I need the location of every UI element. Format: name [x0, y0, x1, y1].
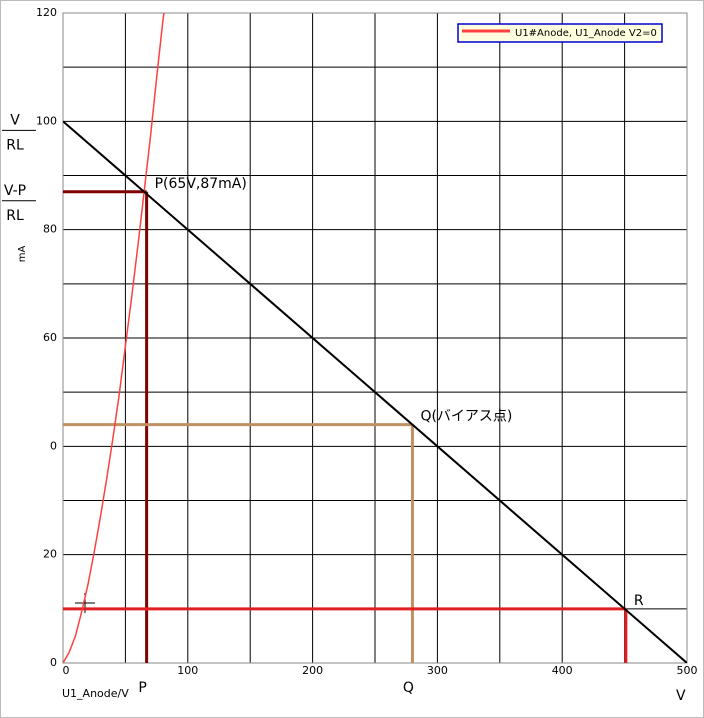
x-tick-label: 400	[552, 664, 573, 677]
y-tick-label: 60	[43, 331, 57, 344]
legend-label: U1#Anode, U1_Anode V2=0	[515, 28, 657, 39]
x-tick-label: 200	[302, 664, 323, 677]
legend-box	[457, 23, 663, 43]
x-axis-label: U1_Anode/V	[62, 687, 129, 700]
guide-axis-label: P	[138, 680, 146, 696]
x-unit: V	[676, 688, 686, 704]
x-tick-label: 100	[177, 664, 198, 677]
y-tick-label: 100	[36, 114, 57, 127]
plot-frame	[62, 12, 688, 664]
y-tick-label: 0	[50, 439, 57, 452]
point-annotation: Q(バイアス点)	[420, 409, 512, 425]
y-axis-label: mA	[17, 246, 28, 263]
fraction-denominator: RL	[6, 208, 24, 224]
fraction-denominator: RL	[6, 137, 24, 153]
y-tick-label: 20	[43, 548, 57, 561]
fraction-numerator: V-P	[4, 183, 26, 199]
y-tick-label: 80	[43, 223, 57, 236]
y-tick-label: 120	[36, 6, 57, 19]
series-line	[63, 120, 687, 663]
x-tick-label: 0	[63, 664, 70, 677]
series-line	[63, 13, 165, 663]
x-tick-label: 500	[677, 664, 698, 677]
point-annotation: R	[634, 593, 644, 609]
point-annotation: P(65V,87mA)	[155, 176, 247, 192]
guide-axis-label: Q	[403, 680, 414, 696]
y-tick-label: 0	[50, 656, 57, 669]
x-tick-label: 300	[427, 664, 448, 677]
fraction-numerator: V	[10, 112, 20, 128]
